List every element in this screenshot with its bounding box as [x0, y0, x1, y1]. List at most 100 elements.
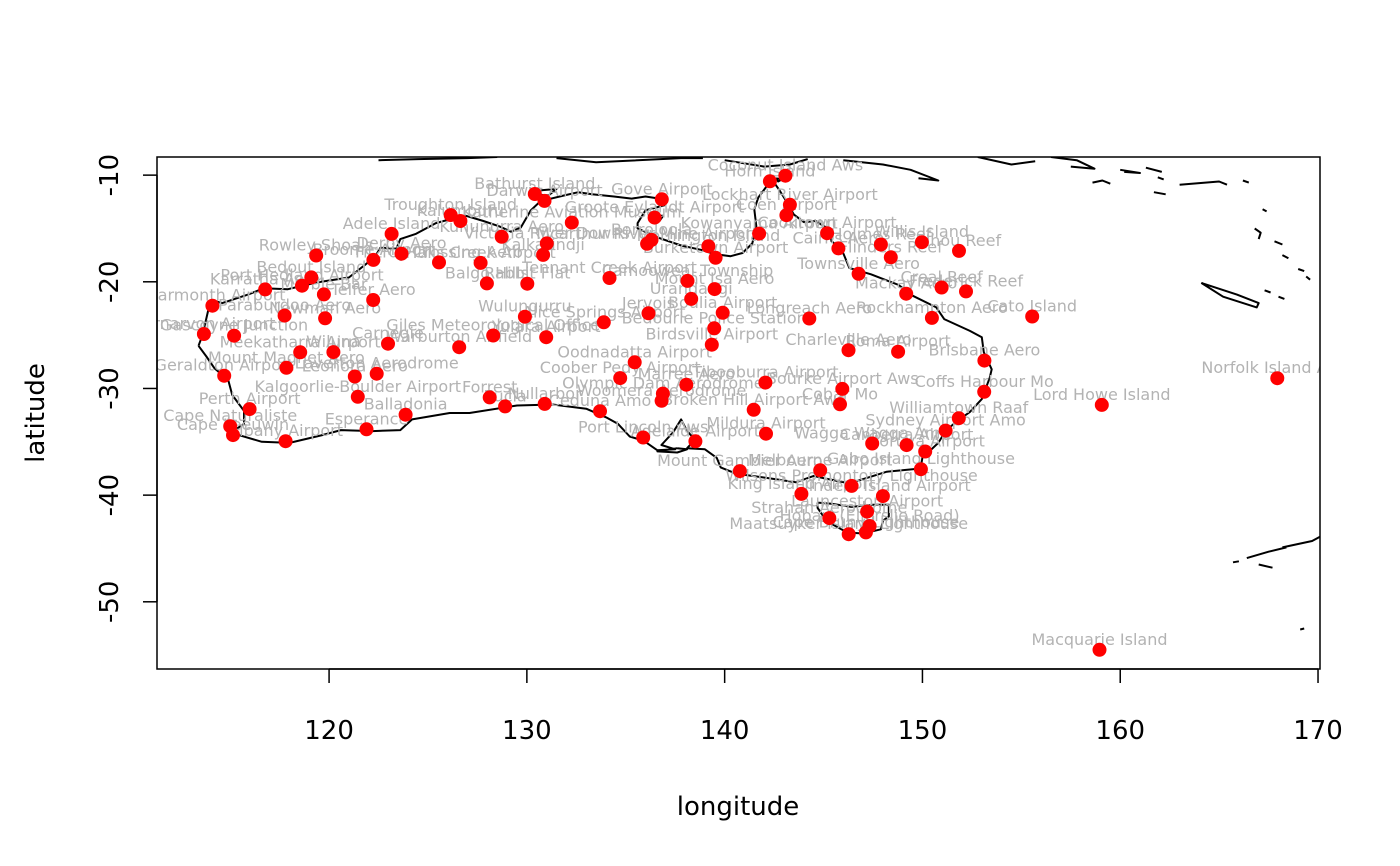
station-label: Kalgoorlie-Boulder Airport [255, 377, 462, 396]
station-point [537, 396, 552, 411]
station-point [350, 389, 365, 404]
station-label: Gove Airport [611, 179, 712, 198]
station-point [914, 235, 929, 250]
station-label: Borroloola [611, 220, 692, 239]
station-point [934, 280, 949, 295]
station-point [486, 328, 501, 343]
station-label: Carnegie [352, 324, 424, 343]
station-point [701, 239, 716, 254]
coastline-path [1179, 180, 1228, 186]
station-point [883, 250, 898, 265]
station-point [309, 248, 324, 263]
station-label: Mcarthur River Mine Airport [536, 224, 758, 243]
station-label: Kununurra Aero [439, 217, 564, 236]
coastline-path [1281, 254, 1289, 260]
station-label: Macquarie Island [1031, 630, 1167, 649]
station-point [924, 310, 939, 325]
station-point [223, 419, 238, 434]
station-point [844, 478, 859, 493]
station-point [432, 255, 446, 270]
station-label: Roma Airport [845, 332, 950, 351]
station-label: Balladonia [364, 395, 448, 414]
station-point [359, 422, 374, 437]
station-point [841, 527, 856, 542]
station-point [517, 309, 532, 324]
station-point [707, 321, 722, 336]
station-label: Cairns Aero [792, 228, 884, 247]
station-point [851, 266, 866, 281]
station-point [304, 270, 319, 285]
station-point [759, 426, 773, 441]
station-label: Paraburdoo Aero [218, 296, 351, 315]
coastline-path [556, 157, 703, 164]
station-point [977, 384, 992, 399]
station-point [381, 336, 395, 351]
station-point [1094, 397, 1109, 412]
station-label: King Island Airport [728, 474, 876, 493]
station-point [841, 343, 856, 358]
station-label: Newman Aero [269, 298, 381, 317]
station-label-layer: Macquarie Island Norfolk Island Aero Lord … [157, 157, 1320, 649]
station-label: Yulara Airport [491, 317, 601, 336]
station-label: Tennant Creek Airport [521, 258, 697, 277]
coastline-path [1262, 208, 1268, 213]
station-point [596, 315, 611, 330]
station-point [822, 511, 837, 526]
station-point [1025, 309, 1040, 324]
coastline-path [977, 157, 1036, 166]
station-point [494, 229, 509, 244]
station-label: Brisbane Aero [928, 341, 1040, 360]
station-point [384, 226, 399, 241]
coastline-path [1299, 627, 1305, 631]
station-label: Rabbit Flat [484, 264, 570, 283]
coastline-path [1200, 281, 1260, 309]
y-tick-label: -40 [95, 474, 125, 516]
coastline-path [1242, 179, 1250, 184]
station-point [860, 504, 875, 519]
station-label: Wulungurru [478, 297, 571, 316]
station-label: Williamtown Raaf [889, 398, 1028, 417]
coastline-path [1282, 535, 1320, 549]
x-tick-label: 170 [1293, 716, 1343, 746]
station-label: Willis Island [875, 222, 969, 241]
station-point [537, 193, 552, 208]
station-point [918, 444, 933, 459]
station-point [938, 423, 953, 438]
station-point [369, 366, 384, 381]
station-point [1092, 642, 1107, 657]
station-label: Lord Howe Island [1033, 385, 1170, 404]
station-label: Katherine Aviation Museum [462, 203, 682, 222]
station-point [217, 368, 232, 383]
station-point [708, 250, 723, 265]
station-point [326, 345, 341, 360]
coastline-path [1157, 176, 1165, 181]
station-label: Longreach Aero [747, 299, 872, 318]
station-label: Mildura Airport [706, 414, 825, 433]
station-point [762, 174, 777, 189]
station-point [205, 298, 220, 313]
station-point [536, 247, 551, 262]
station-point [858, 525, 873, 540]
station-label: Port Hedland Airport [220, 266, 383, 285]
station-label: Troughton Island [383, 195, 517, 214]
station-label: Flinders Island Airport [795, 476, 971, 495]
station-label: Creal Reef [900, 268, 983, 287]
station-label: Mount Gambier Aero [657, 451, 823, 470]
station-label: Telfer Aero [330, 280, 416, 299]
station-point [831, 241, 846, 256]
station-label: Mount Magnet Aero [208, 348, 365, 367]
station-point [891, 344, 906, 359]
station-label: Horn Island [724, 161, 815, 180]
station-point [366, 293, 381, 307]
station-label: Oodnadatta Airport [557, 342, 712, 361]
coastline-path [1246, 546, 1287, 560]
station-label: Coober Pedy Airport [540, 358, 701, 377]
station-point [951, 411, 966, 426]
station-label: Rockhampton Aero [856, 298, 1008, 317]
station-point [295, 278, 309, 293]
coastline-path [775, 177, 783, 183]
coastline-path [197, 181, 993, 485]
station-point [602, 271, 617, 285]
station-label: Bedourie Police Station [622, 308, 807, 327]
station-label: Bathurst Island [474, 174, 595, 193]
